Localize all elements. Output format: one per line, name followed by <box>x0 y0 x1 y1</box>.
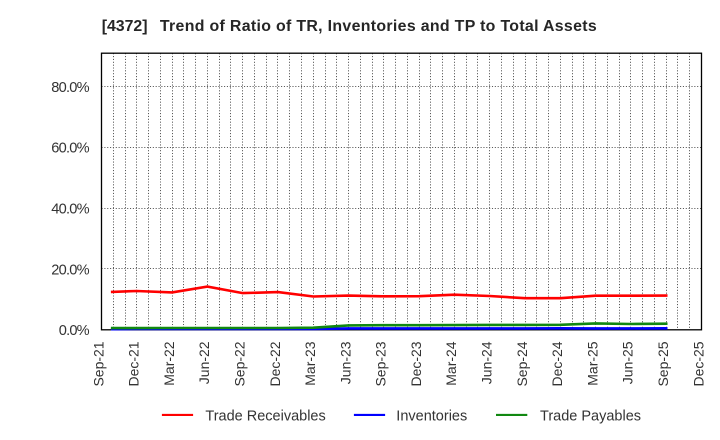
svg-text:Trade Receivables: Trade Receivables <box>205 409 325 425</box>
svg-text:Sep-21: Sep-21 <box>90 341 106 386</box>
svg-text:Sep-24: Sep-24 <box>514 341 530 386</box>
svg-text:Dec-21: Dec-21 <box>126 341 142 386</box>
svg-text:Dec-23: Dec-23 <box>408 341 424 386</box>
svg-text:20.0%: 20.0% <box>51 262 89 278</box>
svg-text:Sep-25: Sep-25 <box>655 341 671 386</box>
svg-text:Mar-22: Mar-22 <box>161 341 177 386</box>
svg-text:40.0%: 40.0% <box>51 202 89 218</box>
svg-text:Mar-23: Mar-23 <box>302 341 318 386</box>
svg-text:[4372]: [4372] <box>102 18 148 35</box>
svg-text:Sep-22: Sep-22 <box>232 341 248 386</box>
svg-text:Dec-24: Dec-24 <box>549 341 565 386</box>
svg-text:Mar-24: Mar-24 <box>443 341 459 386</box>
svg-text:Jun-23: Jun-23 <box>337 341 353 384</box>
svg-text:0.0%: 0.0% <box>59 323 90 339</box>
svg-text:Mar-25: Mar-25 <box>584 341 600 386</box>
svg-text:Dec-25: Dec-25 <box>690 341 706 386</box>
svg-text:Dec-22: Dec-22 <box>267 341 283 386</box>
svg-text:Jun-22: Jun-22 <box>196 341 212 384</box>
svg-text:Inventories: Inventories <box>396 409 467 425</box>
svg-text:60.0%: 60.0% <box>51 141 89 157</box>
svg-text:Jun-25: Jun-25 <box>620 341 636 384</box>
svg-text:Trend of Ratio of TR, Inventor: Trend of Ratio of TR, Inventories and TP… <box>160 18 597 35</box>
svg-text:Sep-23: Sep-23 <box>373 341 389 386</box>
svg-text:Jun-24: Jun-24 <box>479 341 495 384</box>
svg-text:Trade Payables: Trade Payables <box>540 409 641 425</box>
svg-text:80.0%: 80.0% <box>51 80 89 96</box>
